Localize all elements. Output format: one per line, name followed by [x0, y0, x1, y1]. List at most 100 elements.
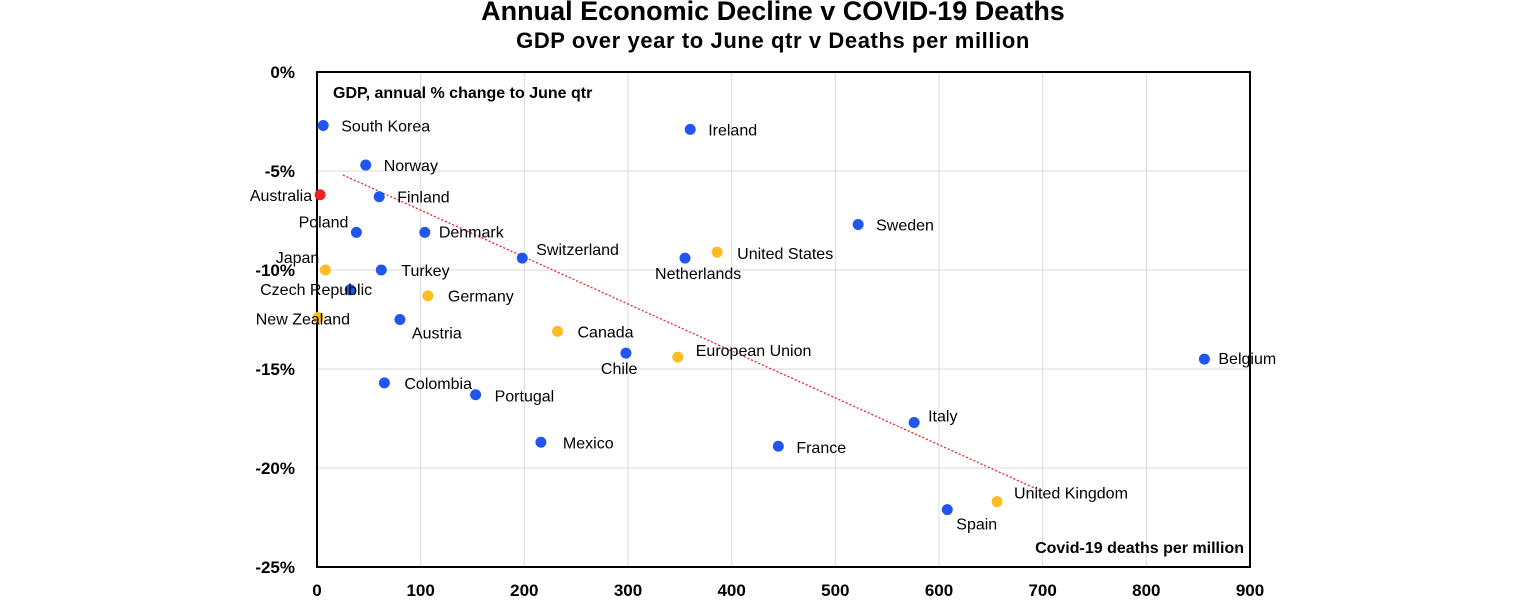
data-point-label: United Kingdom	[1014, 486, 1128, 503]
point-new-zealand: New Zealand	[256, 312, 350, 329]
data-point-label: European Union	[696, 343, 812, 360]
data-point-marker	[535, 436, 547, 448]
point-finland: Finland	[373, 190, 450, 207]
y-axis-title: GDP, annual % change to June qtr	[333, 85, 592, 102]
data-point-label: Ireland	[708, 122, 757, 139]
y-tick-label: -5%	[265, 162, 295, 181]
y-tick-label: 0%	[270, 63, 295, 82]
data-point-label: Denmark	[439, 224, 505, 241]
data-point-marker	[314, 189, 326, 201]
data-point-marker	[684, 123, 696, 135]
data-points: South Korea Ireland Norway Australia Finland…	[250, 118, 1276, 533]
point-south-korea: South Korea	[317, 118, 430, 135]
point-czech-republic: Czech Republic	[260, 282, 372, 299]
data-point-label: Finland	[397, 190, 449, 207]
point-ireland: Ireland	[684, 122, 757, 139]
x-tick-label: 600	[925, 581, 953, 600]
data-point-label: Canada	[578, 324, 634, 341]
data-point-marker	[470, 389, 482, 401]
point-norway: Norway	[360, 158, 438, 175]
chart-subtitle: GDP over year to June qtr v Deaths per m…	[516, 28, 1030, 53]
trendline	[342, 174, 1043, 493]
x-tick-label: 400	[717, 581, 745, 600]
point-colombia: Colombia	[378, 376, 472, 393]
x-axis-title: Covid-19 deaths per million	[1035, 540, 1244, 557]
data-point-label: Turkey	[401, 263, 449, 280]
axis-ticks: 0% -5% -10% -15% -20% -25% 0 100 200 300 400 500 600…	[255, 63, 1264, 600]
data-point-marker	[516, 252, 528, 264]
data-point-label: Poland	[299, 214, 349, 231]
point-spain: Spain	[941, 504, 997, 534]
gridlines	[317, 72, 1250, 567]
data-point-label: Australia	[250, 188, 312, 205]
chart-title: Annual Economic Decline v COVID-19 Death…	[481, 0, 1065, 26]
data-point-label: Switzerland	[536, 242, 619, 259]
data-point-marker	[552, 325, 564, 337]
data-point-marker	[319, 264, 331, 276]
data-point-marker	[679, 252, 691, 264]
data-point-marker	[317, 119, 329, 131]
data-point-label: New Zealand	[256, 312, 350, 329]
point-mexico: Mexico	[535, 435, 614, 452]
point-portugal: Portugal	[470, 389, 554, 406]
data-point-marker	[422, 290, 434, 302]
data-point-marker	[360, 159, 372, 171]
data-point-label: Mexico	[563, 435, 614, 452]
x-tick-label: 100	[406, 581, 434, 600]
data-point-marker	[373, 191, 385, 203]
data-point-marker	[772, 440, 784, 452]
x-tick-label: 800	[1132, 581, 1160, 600]
data-point-marker	[672, 351, 684, 363]
point-italy: Italy	[908, 408, 957, 428]
point-sweden: Sweden	[852, 217, 934, 234]
data-point-marker	[375, 264, 387, 276]
data-point-label: Czech Republic	[260, 282, 372, 299]
x-tick-label: 300	[614, 581, 642, 600]
data-point-label: Sweden	[876, 217, 934, 234]
data-point-label: United States	[737, 246, 833, 263]
data-point-marker	[419, 226, 431, 238]
data-point-marker	[908, 416, 920, 428]
x-tick-label: 500	[821, 581, 849, 600]
data-point-label: Norway	[384, 158, 438, 175]
y-tick-label: -25%	[255, 558, 295, 577]
data-point-label: Portugal	[495, 389, 555, 406]
data-point-marker	[852, 218, 864, 230]
point-australia: Australia	[250, 188, 326, 205]
x-tick-label: 700	[1028, 581, 1056, 600]
data-point-marker	[991, 496, 1003, 508]
point-chile: Chile	[601, 347, 638, 378]
point-turkey: Turkey	[375, 263, 450, 280]
point-canada: Canada	[552, 324, 634, 341]
data-point-label: Spain	[956, 517, 997, 534]
data-point-marker	[344, 284, 356, 296]
data-point-marker	[312, 312, 324, 324]
point-switzerland: Switzerland	[516, 242, 619, 264]
data-point-label: Netherlands	[655, 266, 741, 283]
data-point-label: Colombia	[404, 376, 472, 393]
data-point-label: France	[796, 440, 846, 457]
data-point-label: South Korea	[341, 118, 430, 135]
x-tick-label: 200	[510, 581, 538, 600]
y-tick-label: -15%	[255, 360, 295, 379]
point-austria: Austria	[394, 314, 462, 343]
data-point-marker	[394, 314, 406, 325]
data-point-marker	[620, 347, 632, 359]
data-point-label: Belgium	[1218, 351, 1276, 368]
point-japan: Japan	[276, 250, 331, 276]
point-germany: Germany	[422, 289, 514, 306]
data-point-marker	[711, 246, 723, 258]
x-tick-label: 0	[312, 581, 321, 600]
data-point-label: Chile	[601, 361, 638, 378]
data-point-label: Japan	[276, 250, 320, 267]
point-poland: Poland	[299, 214, 362, 238]
point-france: France	[772, 440, 846, 457]
x-tick-label: 900	[1236, 581, 1264, 600]
point-european-union: European Union	[672, 343, 811, 363]
data-point-label: Germany	[448, 289, 514, 306]
point-united-kingdom: United Kingdom	[991, 486, 1128, 508]
data-point-marker	[1198, 353, 1210, 365]
y-tick-label: -20%	[255, 459, 295, 478]
data-point-label: Italy	[928, 408, 957, 425]
